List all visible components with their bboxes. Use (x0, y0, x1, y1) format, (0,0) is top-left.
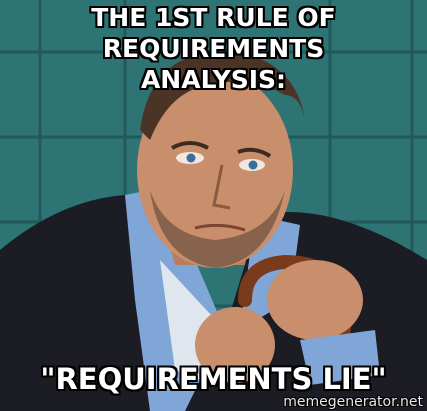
face (137, 72, 293, 268)
top-caption-line-1: THE 1ST RULE OF REQUIREMENTS (91, 3, 336, 63)
top-caption: THE 1ST RULE OF REQUIREMENTS ANALYSIS: (0, 2, 427, 95)
stubble (150, 190, 285, 268)
bottom-caption: "REQUIREMENTS LIE" (40, 362, 387, 396)
shirt-cuff (300, 330, 380, 385)
left-hand (195, 307, 275, 383)
right-hand (267, 260, 363, 340)
watermark: memegenerator.net (283, 394, 423, 410)
top-caption-line-2: ANALYSIS: (140, 65, 287, 94)
hair (140, 50, 305, 140)
